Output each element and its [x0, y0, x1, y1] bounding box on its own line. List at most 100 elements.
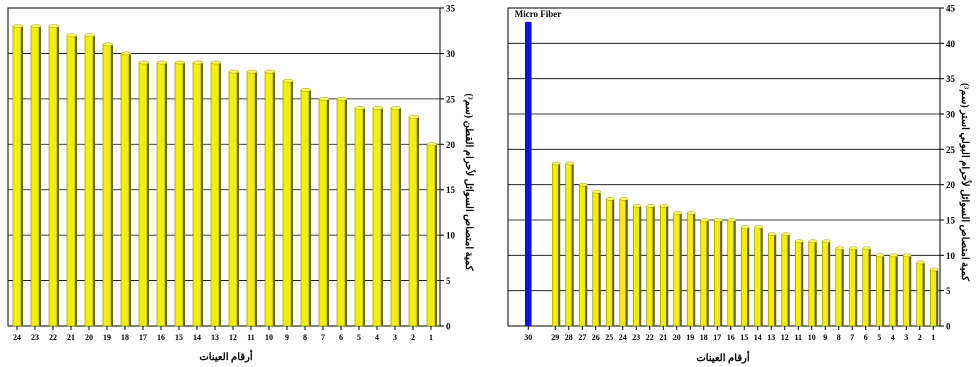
polyester-bar-face: [889, 255, 897, 327]
polyester-bar-cap: [916, 260, 925, 265]
cotton-bar: [300, 87, 312, 327]
polyester-bar: [902, 253, 912, 327]
cotton-bar: [246, 69, 258, 327]
cotton-bar-cap: [318, 97, 330, 101]
cotton-x-tick-label: 20: [85, 333, 93, 342]
cotton-bar: [336, 97, 348, 327]
polyester-x-tick-label: 18: [700, 333, 708, 342]
polyester-y-tick-label: 25: [946, 145, 956, 155]
cotton-bar-cap: [300, 87, 312, 92]
cotton-bar: [282, 78, 294, 327]
polyester-bar: [794, 239, 804, 327]
polyester-bar-face: [808, 240, 816, 327]
cotton-x-tick-label: 5: [357, 333, 361, 342]
cotton-x-tick-label: 1: [429, 333, 433, 342]
cotton-bar-face: [372, 107, 382, 327]
cotton-bar: [84, 33, 96, 327]
cotton-y-tick-label: 30: [446, 49, 456, 59]
cotton-x-tick-label: 22: [49, 333, 57, 342]
polyester-bar-cap: [754, 225, 763, 229]
polyester-x-tick-label: 13: [767, 333, 775, 342]
x-axis-title-cotton: أرقام العينات: [199, 350, 252, 363]
polyester-x-tick-label: 2: [918, 333, 922, 342]
polyester-bar-cap: [808, 239, 817, 243]
cotton-y-tick-label: 15: [446, 185, 456, 195]
polyester-x-tick-label: 26: [592, 333, 600, 342]
polyester-bar-cap: [741, 225, 750, 229]
cotton-bar-cap: [210, 60, 222, 65]
polyester-x-tick-label: 16: [727, 333, 735, 342]
polyester-bar-face: [727, 219, 735, 327]
polyester-bar-cap: [579, 182, 588, 187]
polyester-y-tick-label: 15: [946, 216, 956, 226]
cotton-bar-cap: [30, 24, 42, 28]
cotton-bar-face: [300, 89, 310, 327]
cotton-bar-face: [12, 25, 22, 327]
cotton-bar-face: [408, 116, 418, 327]
cotton-bar: [408, 115, 420, 327]
cotton-x-tick-label: 6: [339, 333, 343, 342]
polyester-bar-cap: [876, 253, 885, 258]
polyester-x-tick-label: 6: [864, 333, 868, 342]
polyester-bar: [686, 211, 696, 327]
polyester-y-tick-label: 5: [946, 286, 951, 296]
polyester-bar-face: [700, 219, 708, 327]
cotton-x-tick-label: 17: [139, 333, 147, 342]
cotton-y-tick-label: 5: [446, 276, 451, 286]
cotton-x-tick-label: 4: [375, 333, 379, 342]
polyester-bar-cap: [687, 211, 696, 215]
polyester-bar-cap: [795, 239, 804, 243]
cotton-x-tick-label: 10: [265, 333, 273, 342]
polyester-bar: [767, 232, 777, 327]
polyester-x-tick-label: 23: [632, 333, 640, 342]
cotton-bar-cap: [372, 106, 384, 110]
polyester-x-tick-label: 30: [524, 333, 532, 342]
chart-cotton: كمية امتصاص السوائل لأحرام القطن (سم³) أ…: [7, 4, 475, 363]
polyester-x-tick-label: 24: [619, 333, 627, 342]
polyester-bar-face: [754, 226, 762, 327]
polyester-bar-face: [781, 233, 789, 327]
cotton-bar-face: [390, 107, 400, 327]
polyester-x-tick-label: 4: [891, 333, 895, 342]
cotton-bar: [30, 24, 42, 327]
polyester-x-tick-label: 3: [904, 333, 908, 342]
polyester-bar: [578, 182, 588, 327]
polyester-y-tick-label: 20: [946, 180, 956, 190]
polyester-bar-cap: [727, 218, 736, 222]
cotton-x-tick-label: 11: [247, 333, 255, 342]
cotton-bar-face: [84, 34, 94, 327]
polyester-x-tick-label: 7: [850, 333, 854, 342]
polyester-bar-face: [713, 219, 721, 327]
polyester-bar-face: [592, 191, 600, 327]
cotton-bar-cap: [192, 60, 204, 65]
polyester-bar-face: [659, 205, 667, 327]
chart-polyester: كمية امتصاص السوائل لأحرام البولي استر (…: [507, 4, 971, 364]
polyester-bar-face: [605, 198, 613, 327]
polyester-y-tick-label: 0: [946, 322, 951, 332]
cotton-bar: [264, 69, 276, 327]
polyester-bar: [565, 161, 574, 327]
cotton-bar: [174, 60, 186, 327]
cotton-bar: [318, 97, 330, 327]
polyester-bar-cap: [673, 211, 682, 215]
polyester-bar: [659, 204, 669, 327]
polyester-bar-cap: [606, 196, 615, 201]
polyester-y-tick-label: 40: [946, 39, 956, 49]
cotton-bar: [354, 106, 366, 327]
polyester-bar: [551, 161, 561, 327]
polyester-x-tick-label: 14: [754, 333, 762, 342]
cotton-bar-cap: [66, 33, 78, 38]
polyester-bar: [929, 267, 939, 327]
cotton-x-tick-label: 18: [121, 333, 129, 342]
cotton-bar-cap: [264, 69, 276, 74]
polyester-x-tick-label: 29: [551, 333, 559, 342]
polyester-x-tick-label: 5: [877, 333, 881, 342]
cotton-bar: [156, 60, 168, 327]
polyester-bar-cap: [660, 204, 669, 208]
polyester-bar: [619, 196, 628, 327]
polyester-bar: [592, 189, 601, 327]
cotton-x-tick-label: 21: [67, 333, 75, 342]
polyester-bar: [727, 218, 736, 327]
cotton-x-tick-label: 15: [175, 333, 183, 342]
cotton-bar-cap: [156, 60, 168, 65]
